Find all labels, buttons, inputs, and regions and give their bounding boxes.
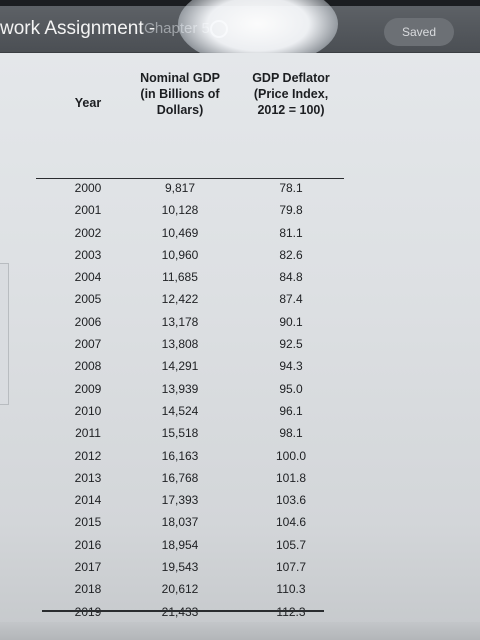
gdp-data-table: Year Nominal GDP (in Billions of Dollars… <box>36 70 346 178</box>
table-row: 2018 20,612 110.3 <box>36 581 346 603</box>
side-panel-tab[interactable] <box>0 263 9 405</box>
cell-gdp-deflator: 87.4 <box>279 292 303 307</box>
table-row: 2000 9,817 78.1 <box>36 180 346 202</box>
cell-gdp-deflator: 92.5 <box>279 337 303 352</box>
table-row: 2007 13,808 92.5 <box>36 336 346 358</box>
table-row: 2015 18,037 104.6 <box>36 514 346 536</box>
cell-nominal-gdp: 16,163 <box>161 448 199 463</box>
table-bottom-rule <box>42 610 324 612</box>
cell-year: 2004 <box>74 270 102 285</box>
cell-nominal-gdp: 10,469 <box>161 225 199 240</box>
cell-year: 2007 <box>74 337 102 352</box>
cell-gdp-deflator: 98.1 <box>279 426 303 441</box>
cell-gdp-deflator: 95.0 <box>279 381 303 396</box>
cell-nominal-gdp: 19,543 <box>161 560 199 575</box>
cell-nominal-gdp: 12,422 <box>161 292 199 307</box>
cell-year: 2013 <box>74 470 102 485</box>
table-row: 2013 16,768 101.8 <box>36 470 346 492</box>
table-header-rule <box>36 178 344 179</box>
table-row: 2017 19,543 107.7 <box>36 559 346 581</box>
cell-nominal-gdp: 13,178 <box>161 314 199 329</box>
header-gdp-deflator: GDP Deflator (Price Index, 2012 = 100) <box>252 71 330 117</box>
cell-year: 2011 <box>75 426 101 441</box>
table-body: 2000 9,817 78.1 2001 10,128 79.8 2002 10… <box>36 180 346 626</box>
cell-gdp-deflator: 90.1 <box>279 314 303 329</box>
cell-year: 2003 <box>74 247 102 262</box>
table-row: 2004 11,685 84.8 <box>36 269 346 291</box>
cell-year: 2008 <box>74 359 102 374</box>
cell-gdp-deflator: 101.8 <box>275 470 307 485</box>
table-row: 2009 13,939 95.0 <box>36 381 346 403</box>
cell-gdp-deflator: 110.3 <box>276 582 306 597</box>
cell-year: 2014 <box>74 493 102 508</box>
cell-gdp-deflator: 82.6 <box>279 247 303 262</box>
cell-gdp-deflator: 79.8 <box>279 203 303 218</box>
cell-gdp-deflator: 84.8 <box>279 270 303 285</box>
cell-gdp-deflator: 103.6 <box>275 493 307 508</box>
table-row: 2002 10,469 81.1 <box>36 225 346 247</box>
cell-year: 2005 <box>74 292 102 307</box>
cell-year: 2009 <box>74 381 102 396</box>
cell-nominal-gdp: 10,960 <box>161 247 199 262</box>
table-row: 2006 13,178 90.1 <box>36 314 346 336</box>
cell-year: 2006 <box>74 314 102 329</box>
table-row: 2014 17,393 103.6 <box>36 492 346 514</box>
cell-nominal-gdp: 13,808 <box>161 337 199 352</box>
cell-year: 2017 <box>74 560 102 575</box>
assignment-header: work Assignment - Chapter 5 Saved <box>0 6 480 53</box>
cell-gdp-deflator: 94.3 <box>279 359 303 374</box>
cell-gdp-deflator: 81.1 <box>279 225 303 240</box>
cell-year: 2000 <box>74 181 102 195</box>
table-header: Year Nominal GDP (in Billions of Dollars… <box>36 70 346 178</box>
cell-nominal-gdp: 20,612 <box>161 582 199 597</box>
cell-year: 2002 <box>74 225 102 240</box>
cell-year: 2010 <box>74 403 102 418</box>
table-row: 2008 14,291 94.3 <box>36 358 346 380</box>
cell-nominal-gdp: 18,954 <box>161 537 199 552</box>
cell-nominal-gdp: 14,291 <box>161 359 199 374</box>
header-year: Year <box>74 96 102 110</box>
cell-year: 2016 <box>74 537 102 552</box>
table-row: 2012 16,163 100.0 <box>36 448 346 470</box>
table-row: 2011 15,518 98.1 <box>36 425 346 447</box>
cell-nominal-gdp: 9,817 <box>164 181 196 195</box>
saved-status-button[interactable]: Saved <box>384 18 454 46</box>
cell-nominal-gdp: 17,393 <box>161 493 199 508</box>
table-row: 2003 10,960 82.6 <box>36 247 346 269</box>
cell-year: 2001 <box>74 203 102 218</box>
table-row: 2001 10,128 79.8 <box>36 202 346 224</box>
cell-year: 2012 <box>74 448 102 463</box>
cell-gdp-deflator: 105.7 <box>275 537 307 552</box>
cell-gdp-deflator: 78.1 <box>279 181 303 195</box>
info-icon[interactable] <box>210 20 228 38</box>
cell-gdp-deflator: 104.6 <box>275 515 307 530</box>
assignment-title: work Assignment - <box>0 18 156 39</box>
cell-nominal-gdp: 16,768 <box>161 470 199 485</box>
table-row: 2010 14,524 96.1 <box>36 403 346 425</box>
cell-year: 2018 <box>74 582 102 597</box>
chapter-label: Chapter 5 <box>144 20 210 37</box>
cell-nominal-gdp: 13,939 <box>161 381 199 396</box>
cell-nominal-gdp: 18,037 <box>161 515 199 530</box>
table-row: 2005 12,422 87.4 <box>36 291 346 313</box>
cell-year: 2015 <box>74 515 102 530</box>
cell-nominal-gdp: 15,518 <box>161 426 199 441</box>
cell-nominal-gdp: 11,685 <box>162 270 198 285</box>
cell-gdp-deflator: 96.1 <box>279 403 303 418</box>
table-row: 2016 18,954 105.7 <box>36 537 346 559</box>
cell-gdp-deflator: 100.0 <box>275 448 307 463</box>
cell-gdp-deflator: 107.7 <box>275 560 307 575</box>
header-nominal-gdp: Nominal GDP (in Billions of Dollars) <box>140 71 220 117</box>
assignment-content <box>0 53 480 640</box>
cell-nominal-gdp: 14,524 <box>161 403 199 418</box>
page-bottom-edge <box>0 622 480 640</box>
cell-nominal-gdp: 10,128 <box>161 203 199 218</box>
